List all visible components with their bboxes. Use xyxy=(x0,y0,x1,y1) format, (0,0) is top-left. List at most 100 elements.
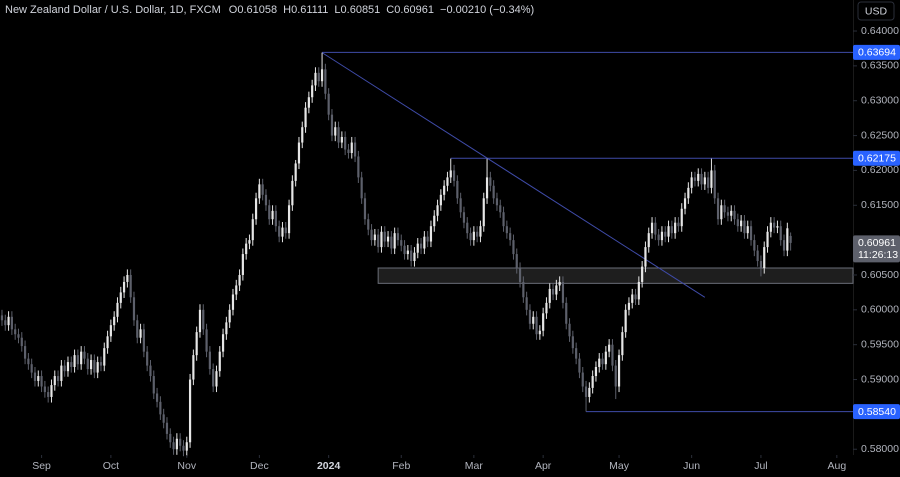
last-price-label: 0.60961 xyxy=(858,237,896,249)
candle-body xyxy=(80,351,83,365)
candle-body xyxy=(644,247,647,267)
candle-body xyxy=(202,309,205,330)
candle-body xyxy=(198,309,202,333)
candle-body xyxy=(261,184,264,195)
candle-body xyxy=(677,222,680,227)
level-label-box xyxy=(853,150,900,166)
x-tick-label: 2024 xyxy=(317,460,341,472)
y-tick-label: 0.59000 xyxy=(861,373,899,385)
candle-body xyxy=(650,222,654,234)
candle-body xyxy=(426,236,429,242)
y-tick-label: 0.60000 xyxy=(861,304,899,316)
candle-body xyxy=(515,254,518,269)
candle-body xyxy=(264,194,268,206)
candle-body xyxy=(228,309,231,323)
candle-body xyxy=(624,309,627,333)
candle-body xyxy=(149,365,152,377)
candle-body xyxy=(591,376,594,388)
candle-body xyxy=(218,351,221,372)
candle-body xyxy=(786,228,789,251)
candle-body xyxy=(66,362,70,372)
candle-body xyxy=(693,177,697,181)
candle-body xyxy=(10,316,13,330)
candle-body xyxy=(373,234,376,241)
candle-body xyxy=(446,177,449,186)
candle-body xyxy=(746,226,749,234)
candle-body xyxy=(311,85,314,98)
candle-body xyxy=(660,231,664,241)
x-tick-label: Jul xyxy=(754,460,767,472)
candle-body xyxy=(37,376,40,381)
candle-body xyxy=(205,329,208,352)
candle-body xyxy=(647,233,650,248)
candle-body xyxy=(109,325,112,337)
ohlc-value: 0.61058 xyxy=(237,4,277,16)
candle-body xyxy=(568,323,571,337)
y-tick-label: 0.62500 xyxy=(861,129,899,141)
candle-body xyxy=(489,177,492,186)
candle-body xyxy=(139,329,142,338)
candle-body xyxy=(40,376,43,387)
candle-body xyxy=(443,185,446,195)
plot-area xyxy=(0,51,854,457)
candle-body xyxy=(27,358,30,365)
candle-body xyxy=(347,149,350,153)
last-price-box xyxy=(853,235,900,263)
candle-body xyxy=(344,136,347,150)
candle-body xyxy=(231,294,235,310)
candle-body xyxy=(330,114,334,136)
candle-body xyxy=(525,297,528,310)
y-tick-label: 0.63500 xyxy=(861,60,899,72)
axes: 0.580000.585000.590000.595000.600000.605… xyxy=(32,25,900,472)
candle-body xyxy=(50,385,53,397)
currency-label[interactable]: USD xyxy=(865,5,888,17)
candle-body xyxy=(439,194,442,206)
level-label: 0.58540 xyxy=(858,406,896,418)
candle-body xyxy=(192,355,195,380)
candle-body xyxy=(383,231,386,242)
candle-body xyxy=(380,231,383,248)
candle-body xyxy=(634,294,637,300)
ohlc-value: 0.60961 xyxy=(394,4,434,16)
candle-body xyxy=(291,180,294,206)
candle-body xyxy=(278,226,281,237)
x-tick-label: Dec xyxy=(250,460,269,472)
y-tick-label: 0.58000 xyxy=(861,443,899,455)
candle-body xyxy=(700,173,703,185)
candle-body xyxy=(406,250,409,255)
candle-body xyxy=(324,69,327,94)
y-tick-label: 0.60500 xyxy=(861,269,899,281)
candle-body xyxy=(614,365,617,387)
candle-body xyxy=(106,336,109,349)
candle-body xyxy=(129,274,132,298)
candle-body xyxy=(789,235,792,243)
candle-body xyxy=(172,442,175,450)
level-label-box xyxy=(853,404,900,420)
candle-body xyxy=(396,233,400,241)
ohlc-value: 0.61111 xyxy=(291,4,328,16)
candle-body xyxy=(713,170,716,199)
candle-body xyxy=(505,226,508,234)
candle-body xyxy=(113,316,116,326)
currency-button[interactable] xyxy=(857,1,895,21)
candle-body xyxy=(584,386,588,397)
candle-body xyxy=(7,316,10,326)
symbol-title: New Zealand Dollar / U.S. Dollar, 1D, FX… xyxy=(5,4,221,16)
candle-body xyxy=(188,379,192,443)
candle-body xyxy=(766,231,769,248)
candle-body xyxy=(159,401,162,415)
candle-body xyxy=(317,72,320,82)
candle-body xyxy=(433,215,436,227)
candle-body xyxy=(759,261,763,269)
candle-body xyxy=(545,302,548,314)
candle-body xyxy=(726,212,730,216)
candle-body xyxy=(697,173,700,181)
candle-body xyxy=(723,205,726,213)
candle-body xyxy=(287,205,291,234)
x-tick-label: Oct xyxy=(103,460,119,472)
candle-body xyxy=(608,344,611,352)
candle-body xyxy=(47,392,50,397)
candle-body xyxy=(538,330,541,335)
candle-body xyxy=(254,198,258,220)
